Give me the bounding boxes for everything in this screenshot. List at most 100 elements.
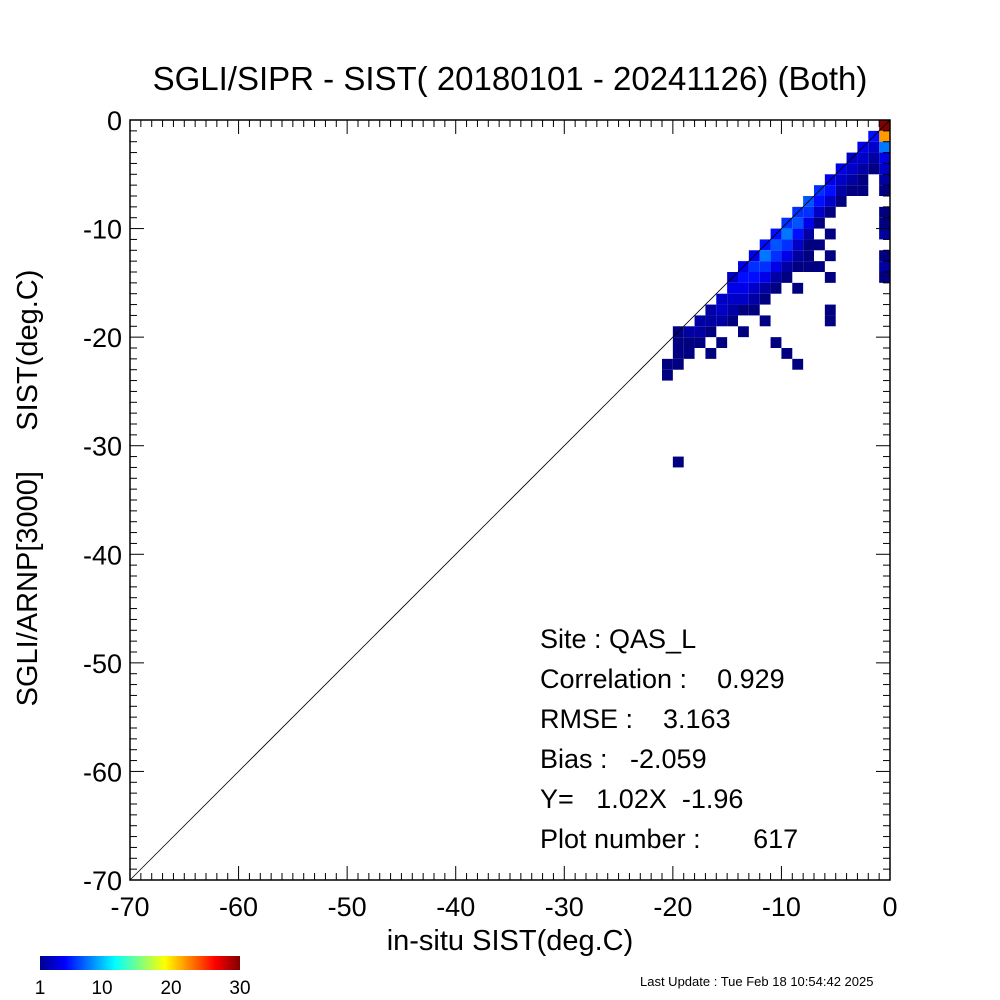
heatmap-cell <box>716 337 728 348</box>
heatmap-cell <box>748 282 760 294</box>
heatmap-cell <box>879 250 890 262</box>
heatmap-cell <box>738 272 749 283</box>
heatmap-cell <box>803 250 814 262</box>
heatmap-cell <box>781 348 793 359</box>
heatmap-cell <box>672 337 684 348</box>
heatmap-cell <box>662 358 673 370</box>
heatmap-cell <box>683 348 695 359</box>
chart-title: SGLI/SIPR - SIST( 20180101 - 20241126) (… <box>153 60 868 97</box>
heatmap-cell <box>792 228 804 240</box>
colorbar <box>40 956 240 970</box>
heatmap-cell <box>716 293 728 305</box>
y-tick-label: -50 <box>83 649 122 679</box>
y-tick-label: -70 <box>83 866 122 896</box>
heatmap-cell <box>814 217 825 229</box>
heatmap-cell <box>792 358 804 370</box>
heatmap-cell <box>748 304 760 316</box>
heatmap-cell <box>824 228 836 240</box>
x-tick-label: -40 <box>436 892 475 922</box>
heatmap-cell <box>879 152 890 164</box>
x-tick-label: -50 <box>328 892 367 922</box>
heatmap-cell <box>694 326 706 338</box>
heatmap-cell <box>792 217 804 229</box>
heatmap-cell <box>868 163 880 175</box>
heatmap-cell <box>792 282 804 294</box>
one-to-one-line <box>129 119 891 881</box>
heatmap-cell <box>727 304 738 316</box>
heatmap-cell <box>727 315 738 327</box>
y-tick-label: -60 <box>83 757 122 787</box>
x-tick-label: -30 <box>545 892 584 922</box>
heatmap-cell <box>846 163 858 175</box>
stat-correlation: Correlation : 0.929 <box>540 664 785 694</box>
heatmap-cell <box>835 174 847 186</box>
stat-rmse: RMSE : 3.163 <box>540 704 731 734</box>
heatmap-cell <box>824 250 836 262</box>
stat-site: Site : QAS_L <box>540 624 696 654</box>
colorbar-tick-label: 1 <box>35 978 46 999</box>
x-tick-label: -10 <box>762 892 801 922</box>
heatmap-cell <box>879 174 890 186</box>
heatmap-cell <box>781 261 793 272</box>
x-tick-label: -20 <box>653 892 692 922</box>
heatmap-cell <box>824 272 836 283</box>
heatmap-cell <box>770 282 782 294</box>
colorbar-tick-label: 10 <box>91 978 112 999</box>
heatmap-cell <box>792 239 804 251</box>
heatmap-cell <box>662 369 673 381</box>
heatmap-cell <box>846 185 858 196</box>
heatmap-cell <box>770 239 782 251</box>
heatmap-cell <box>738 282 749 294</box>
heatmap-cell <box>824 315 836 327</box>
heatmap-cell <box>835 196 847 207</box>
heatmap-cell <box>803 206 814 218</box>
heatmap-cell <box>868 141 880 153</box>
heatmap-cell <box>879 130 890 142</box>
heatmap-cell <box>759 293 771 305</box>
heatmap-cell <box>738 293 749 305</box>
heatmap-cell <box>857 174 869 186</box>
stats-panel: Site : QAS_L Correlation : 0.929 RMSE : … <box>540 624 798 854</box>
heatmap-cell <box>846 174 858 186</box>
heatmap-cell <box>879 228 890 240</box>
heatmap-cell <box>879 185 890 196</box>
colorbar-tick-label: 20 <box>160 978 181 999</box>
heatmap-cell <box>770 272 782 283</box>
heatmap-cell <box>814 261 825 272</box>
heatmap-cell <box>683 337 695 348</box>
y-tick-label: -40 <box>83 540 122 570</box>
y-tick-label: -10 <box>83 215 122 245</box>
heatmap-cell <box>672 456 684 468</box>
heatmap-cell <box>803 261 814 272</box>
y-axis-title: SGLI/ARNP[3000] SIST(deg.C) <box>12 270 44 707</box>
heatmap-cell <box>759 250 771 262</box>
heatmap-cell <box>879 217 890 229</box>
heatmap-cell <box>770 250 782 262</box>
heatmap-cell <box>716 304 728 316</box>
y-tick-label: -20 <box>83 323 122 353</box>
heatmap-cell <box>770 261 782 272</box>
stat-plot-number: Plot number : 617 <box>540 824 798 854</box>
heatmap-cell <box>672 348 684 359</box>
heatmap-cell <box>759 272 771 283</box>
heatmap-cell <box>694 337 706 348</box>
heatmap-cell <box>759 261 771 272</box>
colorbar-tick-labels: 1 10 20 30 <box>35 978 251 999</box>
heatmap-cell <box>857 163 869 175</box>
heatmap-cell <box>727 293 738 305</box>
heatmap-cells <box>662 120 890 468</box>
heatmap-cell <box>835 185 847 196</box>
heatmap-cell <box>824 304 836 316</box>
heatmap-cell <box>716 315 728 327</box>
heatmap-cell <box>738 326 749 338</box>
x-axis-title: in-situ SIST(deg.C) <box>387 925 634 957</box>
heatmap-cell <box>738 304 749 316</box>
heatmap-cell <box>814 206 825 218</box>
heatmap-cell <box>748 261 760 272</box>
heatmap-cell <box>879 163 890 175</box>
heatmap-cell <box>803 239 814 251</box>
y-tick-label: -30 <box>83 432 122 462</box>
heatmap-cell <box>705 348 717 359</box>
x-tick-label: 0 <box>882 892 897 922</box>
